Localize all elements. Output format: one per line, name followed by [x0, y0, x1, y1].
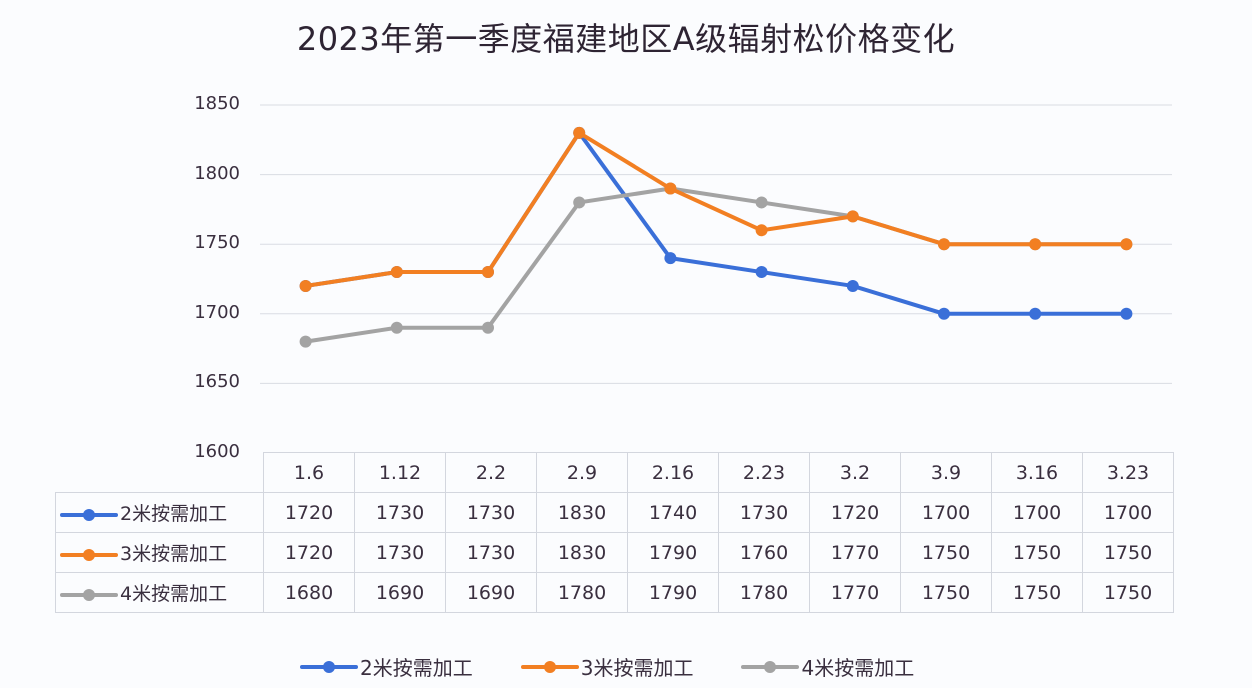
data-point-marker: [755, 266, 768, 279]
value-cell: 1750: [900, 572, 992, 613]
value-cell: 1790: [627, 572, 719, 613]
legend-label: 4米按需加工: [801, 656, 915, 680]
category-label: 3.23: [1082, 452, 1174, 493]
series-label-cell: 2米按需加工: [55, 492, 264, 533]
legend-label: 2米按需加工: [360, 656, 473, 680]
data-point-marker: [938, 238, 950, 251]
data-point-marker: [1029, 307, 1042, 320]
legend-item: 2米按需加工: [300, 652, 473, 681]
legend-line-marker-icon: [60, 548, 118, 561]
data-point-marker: [846, 210, 859, 223]
category-label: 2.23: [718, 452, 810, 493]
value-cell: 1690: [445, 572, 537, 613]
value-cell: 1690: [354, 572, 446, 613]
legend-line-marker-icon: [741, 660, 800, 673]
y-tick-label: 1650: [194, 371, 240, 393]
data-point-marker: [482, 321, 494, 334]
data-point-marker: [664, 182, 677, 195]
series-label-cell: 4米按需加工: [55, 572, 264, 613]
table-corner: [56, 453, 264, 493]
value-cell: 1830: [536, 532, 628, 573]
value-cell: 1760: [718, 532, 810, 573]
value-cell: 1700: [1082, 492, 1174, 533]
value-cell: 1780: [718, 572, 810, 613]
legend-item: 4米按需加工: [741, 652, 914, 681]
value-cell: 1770: [809, 532, 901, 573]
data-point-marker: [390, 321, 403, 334]
series-name: 3米按需加工: [120, 543, 228, 565]
data-point-marker: [755, 224, 768, 237]
data-point-marker: [573, 196, 586, 209]
category-label: 2.2: [445, 452, 537, 493]
data-point-marker: [390, 266, 403, 279]
gridlines: [260, 104, 1172, 384]
value-cell: 1720: [809, 492, 901, 533]
data-point-marker: [846, 279, 859, 292]
value-cell: 1750: [991, 572, 1083, 613]
table-row: 4米按需加工 1680 1690 1690 1780 1790 1780 1770 1750 17…: [55, 572, 1174, 613]
data-point-marker: [1120, 307, 1133, 320]
y-tick-label: 1750: [194, 232, 240, 254]
data-point-marker: [573, 126, 586, 139]
value-cell: 1750: [1082, 532, 1174, 573]
category-label: 1.6: [263, 452, 355, 493]
legend-line-marker-icon: [520, 660, 579, 673]
table-row: 3米按需加工 1720 1730 1730 1830 1790 1760 1770 1750 17…: [55, 532, 1174, 573]
legend: 2米按需加工 3米按需加工 4米按需加工: [300, 652, 914, 681]
value-cell: 1830: [536, 492, 628, 533]
value-cell: 1700: [991, 492, 1083, 533]
data-point-marker: [1029, 238, 1042, 251]
legend-line-marker-icon: [60, 588, 118, 601]
category-label: 3.2: [809, 452, 901, 493]
legend-line-marker-icon: [300, 660, 358, 673]
legend-item: 3米按需加工: [520, 652, 694, 681]
value-cell: 1790: [627, 532, 719, 573]
value-cell: 1730: [354, 532, 446, 573]
value-cell: 1700: [900, 492, 992, 533]
y-tick-label: 1600: [194, 441, 240, 462]
category-label: 3.9: [900, 452, 992, 493]
value-cell: 1750: [991, 532, 1083, 573]
y-tick-label: 1850: [194, 93, 240, 114]
series-name: 2米按需加工: [120, 503, 228, 525]
data-point-marker: [299, 335, 312, 348]
table-row: 2米按需加工 1720 1730 1730 1830 1740 1730 1720 1700 17…: [55, 492, 1174, 533]
value-cell: 1740: [627, 492, 719, 533]
category-label: 1.12: [354, 452, 446, 493]
category-label: 2.9: [536, 452, 628, 493]
table-header-row: 1.6 1.12 2.2 2.9 2.16 2.23 3.2 3.9 3.16 3.23: [56, 452, 1174, 493]
series-3m-line: [299, 126, 1133, 292]
value-cell: 1720: [263, 532, 355, 573]
data-point-marker: [664, 252, 677, 265]
chart-title: 2023年第一季度福建地区A级辐射松价格变化: [296, 20, 956, 58]
data-table: 1.6 1.12 2.2 2.9 2.16 2.23 3.2 3.9 3.16 3.23 2米按需加…: [55, 452, 1174, 613]
value-cell: 1720: [263, 492, 355, 533]
data-point-marker: [1120, 238, 1133, 251]
value-cell: 1750: [900, 532, 992, 573]
legend-label: 3米按需加工: [580, 656, 694, 680]
data-point-marker: [938, 307, 950, 320]
category-label: 3.16: [991, 452, 1083, 493]
value-cell: 1730: [445, 532, 537, 573]
series-label-cell: 3米按需加工: [55, 532, 264, 573]
series-2m-line: [299, 126, 1133, 320]
y-tick-label: 1800: [194, 162, 240, 184]
category-label: 2.16: [627, 452, 719, 493]
value-cell: 1730: [354, 492, 446, 533]
legend-line-marker-icon: [60, 508, 118, 521]
value-cell: 1770: [809, 572, 901, 613]
series-lines: [299, 126, 1133, 348]
series-name: 4米按需加工: [120, 583, 228, 605]
data-point-marker: [482, 266, 494, 279]
value-cell: 1680: [263, 572, 355, 613]
value-cell: 1780: [536, 572, 628, 613]
y-tick-label: 1700: [194, 301, 240, 323]
value-cell: 1730: [718, 492, 810, 533]
value-cell: 1750: [1082, 572, 1174, 613]
data-point-marker: [755, 196, 768, 209]
data-point-marker: [299, 279, 312, 292]
value-cell: 1730: [445, 492, 537, 533]
